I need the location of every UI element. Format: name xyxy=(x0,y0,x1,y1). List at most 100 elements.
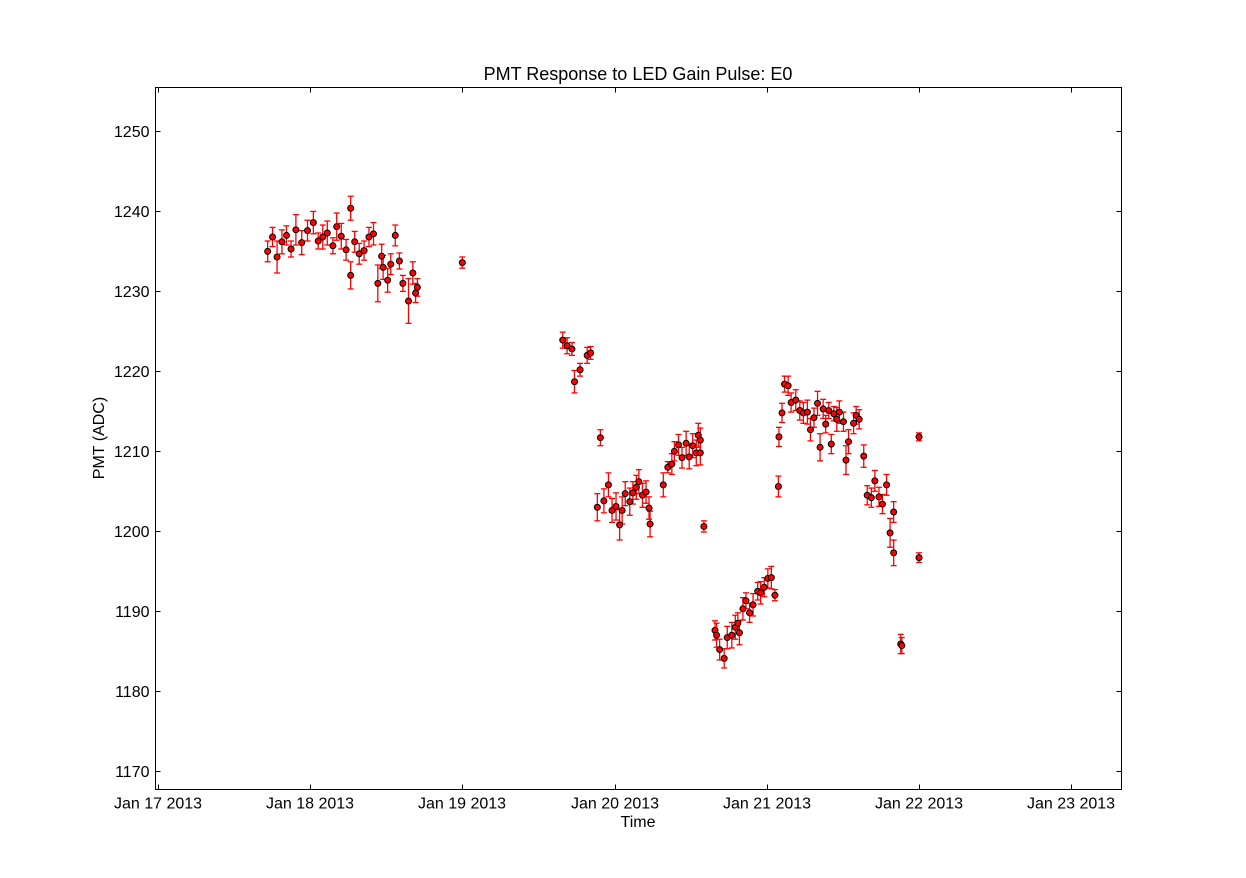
data-point xyxy=(412,289,420,297)
data-point xyxy=(749,601,757,609)
data-point xyxy=(309,219,317,227)
data-point xyxy=(347,204,355,212)
data-point xyxy=(757,589,765,597)
data-point xyxy=(875,493,883,501)
x-axis: Jan 17 2013 Jan 18 2013 Jan 19 2013 Jan 20 … xyxy=(114,87,1115,813)
y-tick-label: 1180 xyxy=(115,684,150,701)
data-point xyxy=(292,226,300,234)
data-point xyxy=(298,239,306,247)
y-tick-label: 1220 xyxy=(114,364,150,381)
data-point xyxy=(822,420,830,428)
data-point xyxy=(404,297,412,305)
data-point xyxy=(337,232,345,240)
data-point xyxy=(742,597,750,605)
data-point xyxy=(825,407,833,415)
data-point xyxy=(775,433,783,441)
data-point xyxy=(816,443,824,451)
data-point xyxy=(675,441,683,449)
data-point xyxy=(778,409,786,417)
data-point xyxy=(860,452,868,460)
data-point xyxy=(304,227,312,235)
data-point xyxy=(314,237,322,245)
data-point xyxy=(360,247,368,255)
data-point xyxy=(886,529,894,537)
data-point xyxy=(670,447,678,455)
data-point xyxy=(898,642,906,650)
data-point xyxy=(806,426,814,434)
data-point xyxy=(370,230,378,238)
data-point xyxy=(593,503,601,511)
data-point xyxy=(379,263,387,271)
data-point xyxy=(319,233,327,241)
data-point xyxy=(767,574,775,582)
data-point xyxy=(323,229,331,237)
data-point xyxy=(760,583,768,591)
x-tick-label: Jan 20 2013 xyxy=(571,796,659,813)
data-point xyxy=(395,257,403,265)
data-point xyxy=(746,609,754,617)
data-point xyxy=(351,238,359,246)
data-point xyxy=(387,260,395,268)
y-tick-label: 1200 xyxy=(114,524,150,541)
x-tick-label: Jan 18 2013 xyxy=(266,796,354,813)
data-point xyxy=(618,506,626,514)
x-tick-label: Jan 22 2013 xyxy=(875,796,963,813)
data-point xyxy=(347,271,355,279)
data-point xyxy=(850,419,858,427)
data-point xyxy=(626,498,634,506)
data-point xyxy=(720,654,728,662)
data-point xyxy=(842,456,850,464)
data-point xyxy=(915,554,923,562)
data-point xyxy=(399,279,407,287)
data-point xyxy=(839,418,847,426)
x-tick-label: Jan 21 2013 xyxy=(723,796,811,813)
data-point xyxy=(845,438,853,446)
data-point xyxy=(635,478,643,486)
data-point xyxy=(632,483,640,491)
data-point xyxy=(563,342,571,350)
y-tick-label: 1250 xyxy=(114,124,150,141)
data-point xyxy=(685,453,693,461)
data-point xyxy=(413,283,421,291)
data-point xyxy=(890,549,898,557)
data-point xyxy=(608,506,616,514)
data-point xyxy=(596,434,604,442)
point-layer xyxy=(264,204,923,662)
data-point xyxy=(576,366,584,374)
data-point xyxy=(739,605,747,613)
data-point xyxy=(604,481,612,489)
data-point xyxy=(700,522,708,530)
y-tick-label: 1190 xyxy=(115,604,150,621)
data-point xyxy=(570,378,578,386)
plot-frame xyxy=(155,87,1122,790)
data-point xyxy=(659,481,667,489)
data-point xyxy=(409,269,417,277)
x-tick-label: Jan 17 2013 xyxy=(114,796,202,813)
data-point xyxy=(735,629,743,637)
data-point xyxy=(269,233,277,241)
data-point xyxy=(645,504,653,512)
data-point xyxy=(668,460,676,468)
data-point xyxy=(458,259,466,267)
data-point xyxy=(391,231,399,239)
data-point xyxy=(559,336,567,344)
data-point xyxy=(716,646,724,654)
data-point xyxy=(612,502,620,510)
data-point xyxy=(833,415,841,423)
data-point xyxy=(378,252,386,260)
y-tick-label: 1170 xyxy=(115,764,150,781)
data-point xyxy=(855,415,863,423)
data-point xyxy=(689,442,697,450)
data-point xyxy=(621,490,629,498)
data-point xyxy=(810,414,818,422)
data-point xyxy=(819,405,827,413)
y-tick-label: 1240 xyxy=(114,204,150,221)
data-point xyxy=(803,408,811,416)
y-tick-label: 1210 xyxy=(114,444,150,461)
data-point xyxy=(713,631,721,639)
data-point xyxy=(342,246,350,254)
data-point xyxy=(646,520,654,528)
data-point xyxy=(355,250,363,258)
data-point xyxy=(329,242,337,250)
